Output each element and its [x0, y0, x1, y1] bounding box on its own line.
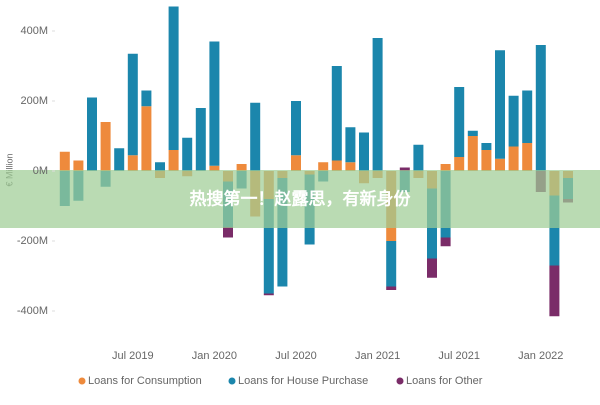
- bar-segment: [209, 165, 220, 171]
- legend-label: Loans for House Purchase: [238, 375, 368, 387]
- bar-segment: [481, 150, 492, 171]
- bar-segment: [141, 106, 152, 171]
- bar-segment: [345, 162, 356, 171]
- x-tick-label: Jul 2019: [112, 350, 154, 362]
- legend-label: Loans for Consumption: [88, 375, 202, 387]
- legend-marker: [396, 377, 404, 385]
- bar-segment: [155, 162, 165, 171]
- bar-segment: [508, 95, 519, 147]
- bar-segment: [291, 101, 301, 156]
- bar-segment: [535, 45, 546, 171]
- bar-segment: [413, 144, 424, 171]
- bar-segment: [263, 293, 274, 296]
- y-tick-label: -200M: [17, 235, 48, 247]
- y-tick-label: 0M: [33, 165, 48, 177]
- bar-segment: [87, 97, 97, 171]
- bar-segment: [427, 258, 437, 278]
- bar-segment: [399, 167, 410, 171]
- y-tick-label: 200M: [20, 95, 48, 107]
- bar-segment: [318, 162, 329, 171]
- bar-segment: [291, 155, 301, 171]
- bar-segment: [182, 137, 193, 171]
- bar-segment: [440, 237, 451, 247]
- bar-segment: [127, 155, 138, 171]
- bar-segment: [467, 130, 478, 136]
- bar-segment: [331, 160, 342, 171]
- bar-segment: [359, 132, 369, 171]
- banner-text: 热搜第一！赵露思，有新身份: [190, 188, 412, 208]
- legend-marker: [78, 377, 86, 385]
- bar-segment: [141, 90, 152, 107]
- y-tick-label: -400M: [17, 305, 48, 317]
- bar-segment: [168, 6, 179, 150]
- bar-segment: [467, 136, 478, 171]
- bar-segment: [236, 164, 247, 171]
- bar-segment: [345, 127, 356, 163]
- bar-segment: [495, 158, 505, 171]
- bar-segment: [522, 90, 533, 143]
- bar-segment: [386, 286, 397, 290]
- bar-segment: [100, 122, 111, 171]
- bar-segment: [168, 150, 179, 171]
- banner: [0, 170, 600, 228]
- legend-marker: [228, 377, 236, 385]
- bar-segment: [481, 143, 492, 150]
- bar-segment: [263, 199, 274, 294]
- bar-segment: [522, 143, 533, 171]
- bar-segment: [195, 108, 206, 171]
- x-tick-label: Jul 2021: [438, 350, 480, 362]
- bar-segment: [386, 241, 397, 287]
- bar-segment: [59, 151, 70, 171]
- x-tick-label: Jul 2020: [275, 350, 317, 362]
- x-tick-label: Jan 2021: [355, 350, 400, 362]
- bar-segment: [440, 164, 451, 171]
- bar-segment: [549, 265, 560, 317]
- bar-segment: [495, 50, 505, 159]
- bar-segment: [454, 157, 465, 171]
- bar-segment: [549, 195, 560, 266]
- bar-segment: [223, 227, 233, 238]
- legend-label: Loans for Other: [406, 375, 483, 387]
- bar-segment: [127, 53, 138, 156]
- y-tick-label: 400M: [20, 25, 48, 37]
- bar-segment: [331, 66, 342, 161]
- bar-segment: [114, 148, 125, 171]
- bar-segment: [277, 178, 288, 287]
- bar-segment: [73, 160, 84, 171]
- bar-segment: [454, 87, 465, 157]
- bar-segment: [250, 102, 261, 171]
- plot: [59, 6, 573, 317]
- x-tick-label: Jan 2022: [518, 350, 563, 362]
- bar-segment: [508, 146, 519, 171]
- x-tick-label: Jan 2020: [192, 350, 237, 362]
- bar-segment: [209, 41, 220, 166]
- bar-segment: [372, 38, 383, 171]
